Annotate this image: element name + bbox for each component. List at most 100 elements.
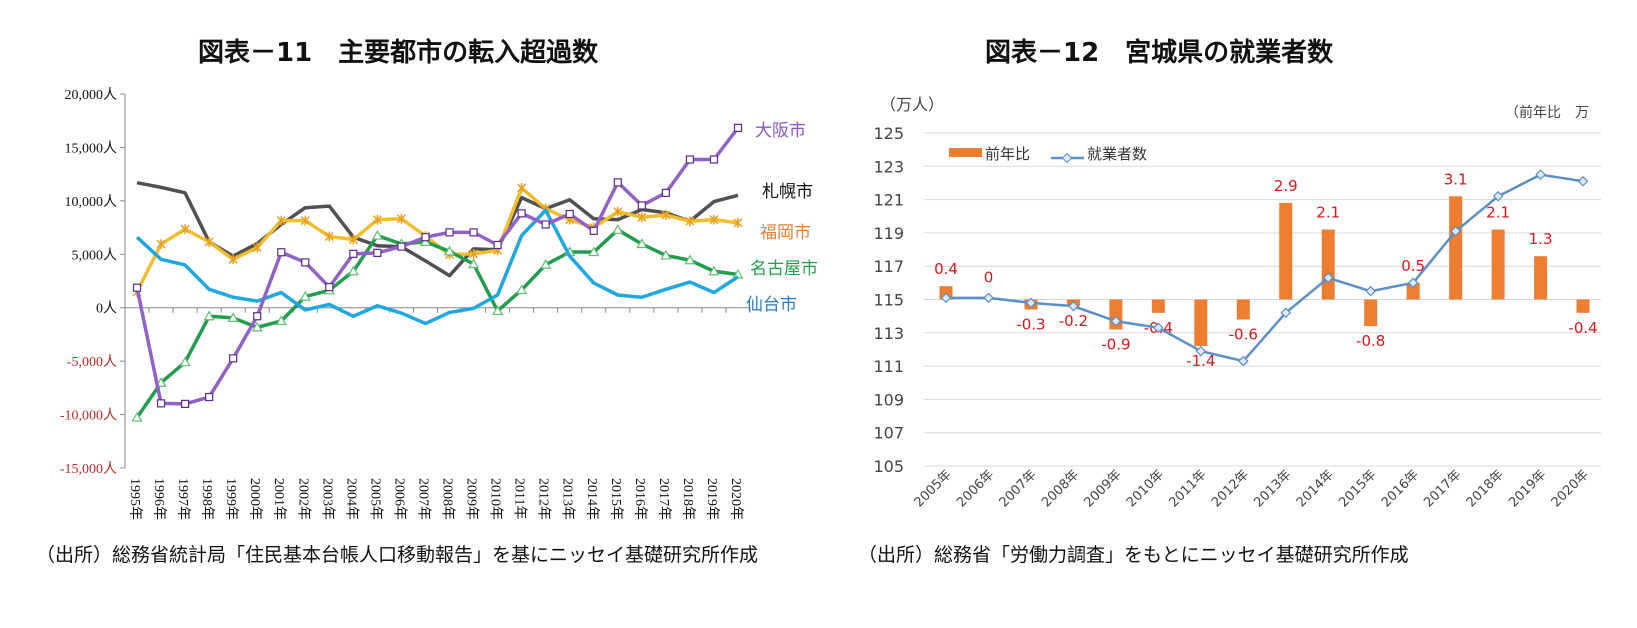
data-point-triangle — [131, 411, 143, 422]
x-tick-label: 2015年 — [1336, 467, 1379, 510]
data-label: -0.8 — [1356, 332, 1385, 350]
data-point-square — [709, 155, 719, 164]
data-point-star — [733, 217, 743, 228]
data-point-square — [180, 399, 190, 408]
series-line-札幌市 — [136, 180, 739, 278]
x-tick-label: 1999年 — [223, 478, 239, 520]
x-tick-label: 2010年 — [488, 478, 504, 520]
data-point-square — [493, 240, 502, 250]
data-point-diamond — [1280, 307, 1292, 319]
data-point-star — [372, 214, 382, 225]
data-point-square — [733, 123, 743, 132]
data-point-star — [276, 215, 286, 226]
series-label: 大阪市 — [755, 121, 806, 141]
x-tick-label: 2017年 — [656, 478, 672, 520]
x-tick-label: 2019年 — [704, 478, 720, 520]
x-tick-label: 2006年 — [391, 478, 407, 520]
data-point-star — [396, 213, 406, 224]
data-point-diamond — [1535, 169, 1546, 180]
data-point-triangle — [203, 310, 215, 321]
y-tick-label: 125 — [873, 124, 904, 143]
chart-title-right: 図表－12 宮城県の就業者数 — [985, 38, 1334, 68]
series-line-大阪市 — [135, 126, 740, 406]
data-label: 0.5 — [1401, 257, 1425, 275]
data-point-square — [205, 392, 214, 402]
data-point-star — [637, 212, 647, 223]
data-point-square — [445, 228, 454, 237]
data-point-diamond — [1237, 355, 1249, 367]
x-tick-label: 2011年 — [1166, 467, 1209, 510]
bar — [1321, 229, 1335, 300]
source-note-left: （出所）総務省統計局「住民基本台帳人口移動報告」を基にニッセイ基礎研究所作成 — [36, 544, 759, 566]
data-point-square — [277, 248, 286, 257]
x-tick-label: 1995年 — [127, 478, 143, 520]
data-point-diamond — [1450, 225, 1461, 237]
bar — [1491, 229, 1505, 300]
data-point-triangle — [708, 265, 720, 276]
bar — [1364, 299, 1378, 327]
data-point-triangle — [660, 249, 672, 260]
left-axis-unit: （万人） — [880, 95, 944, 114]
data-point-star — [156, 239, 166, 250]
y-tick-label: 111 — [873, 357, 904, 376]
y-tick-label: 5,000人 — [72, 247, 118, 263]
data-point-square — [565, 209, 574, 219]
data-point-diamond — [1577, 175, 1589, 187]
y-tick-label: 121 — [873, 191, 904, 210]
x-tick-label: 1998年 — [199, 478, 215, 520]
left-chart: 20,000人 15,000人 10,000人 5,000人 0人 -5,000人 -10,… — [60, 87, 818, 520]
data-label: 0 — [984, 269, 994, 287]
bar — [1406, 282, 1420, 300]
data-label: -0.6 — [1229, 325, 1258, 343]
y-tick-label: 105 — [873, 457, 904, 476]
y-tick-label: 15,000人 — [65, 140, 118, 156]
series-line-仙台市 — [135, 208, 739, 326]
y-tick-label: 123 — [873, 157, 904, 176]
data-point-triangle — [588, 246, 600, 257]
bar — [1449, 196, 1463, 300]
data-point-triangle — [371, 229, 383, 240]
data-point-triangle — [492, 305, 504, 316]
series-label: 福岡市 — [760, 223, 811, 243]
y-tick-label: 10,000人 — [65, 194, 118, 210]
x-tick-label: 2018年 — [1464, 467, 1507, 510]
data-point-square — [325, 282, 334, 292]
bar — [1194, 299, 1208, 347]
x-tick-label: 2019年 — [1506, 467, 1549, 510]
x-tick-label: 2014年 — [1294, 467, 1337, 510]
data-point-square — [469, 228, 478, 237]
data-point-square — [421, 233, 430, 242]
data-label: 1.3 — [1529, 230, 1553, 248]
data-point-triangle — [612, 224, 624, 234]
x-tick-label: 2008年 — [440, 478, 456, 520]
x-tick-label: 2009年 — [1082, 467, 1125, 510]
data-label: -0.4 — [1568, 319, 1597, 337]
data-point-triangle — [251, 321, 263, 332]
data-point-square — [517, 209, 526, 218]
data-point-diamond — [1025, 297, 1037, 309]
data-point-diamond — [940, 292, 952, 304]
data-label: 2.1 — [1316, 204, 1340, 222]
x-tick-label: 2003年 — [319, 478, 335, 520]
data-point-star — [228, 254, 238, 265]
data-point-triangle — [227, 312, 239, 322]
y-tick-label: 20,000人 — [65, 87, 118, 103]
bar — [1534, 256, 1548, 300]
y-tick-label: 113 — [873, 324, 904, 343]
x-tick-label: 2005年 — [367, 478, 383, 520]
series-label: 札幌市 — [762, 182, 813, 202]
data-point-diamond — [1492, 190, 1504, 202]
x-tick-label: 2007年 — [997, 467, 1040, 510]
legend-bar-swatch — [949, 148, 982, 157]
data-point-star — [252, 242, 262, 253]
x-tick-label: 2015年 — [608, 478, 624, 520]
x-tick-label: 2006年 — [954, 467, 997, 510]
data-point-diamond — [1407, 277, 1419, 289]
data-point-diamond — [983, 292, 994, 304]
series-line-名古屋市 — [135, 228, 739, 419]
x-tick-label: 2013年 — [1251, 467, 1294, 510]
y-tick-label: 109 — [873, 390, 904, 409]
data-label: 2.1 — [1486, 204, 1510, 222]
x-tick-label: 2002年 — [295, 478, 311, 520]
data-label: -0.3 — [1016, 315, 1045, 333]
